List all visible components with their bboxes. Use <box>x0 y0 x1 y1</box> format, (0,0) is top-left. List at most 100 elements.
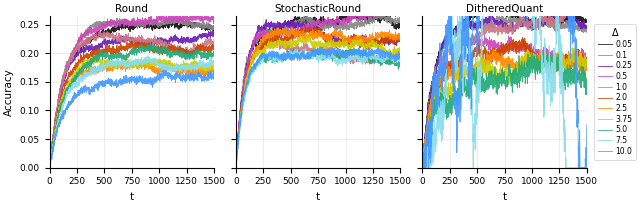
7.5 <box>419 166 426 169</box>
0.5 <box>492 47 499 49</box>
Line: 0.05: 0.05 <box>422 11 587 167</box>
Title: StochasticRound: StochasticRound <box>275 4 362 14</box>
5.0 <box>512 69 520 71</box>
1.0 <box>583 9 591 12</box>
5.0 <box>583 77 591 79</box>
0.25 <box>495 25 502 28</box>
Title: DitheredQuant: DitheredQuant <box>466 4 543 14</box>
5.0 <box>492 81 499 84</box>
7.5 <box>419 154 426 156</box>
0.1 <box>583 31 591 34</box>
0.05 <box>431 64 439 66</box>
10.0 <box>492 9 499 12</box>
Legend: 0.05, 0.1, 0.25, 0.5, 1.0, 2.0, 2.5, 3.75, 5.0, 7.5, 10.0: 0.05, 0.1, 0.25, 0.5, 1.0, 2.0, 2.5, 3.7… <box>594 24 636 159</box>
7.5 <box>512 9 520 12</box>
1.0 <box>492 27 499 30</box>
1.0 <box>438 61 445 63</box>
0.5 <box>583 59 591 62</box>
2.0 <box>419 166 426 169</box>
10.0 <box>512 9 520 12</box>
0.25 <box>419 166 426 169</box>
10.0 <box>583 123 591 126</box>
0.5 <box>419 166 426 169</box>
0.1 <box>488 26 496 29</box>
2.0 <box>431 100 439 102</box>
2.0 <box>583 62 591 64</box>
2.5 <box>431 82 439 85</box>
0.25 <box>583 26 591 29</box>
Line: 0.5: 0.5 <box>422 33 587 167</box>
2.5 <box>490 49 498 51</box>
0.5 <box>495 49 502 51</box>
Line: 10.0: 10.0 <box>422 11 587 167</box>
0.1 <box>419 166 426 168</box>
0.5 <box>473 32 481 34</box>
0.05 <box>438 46 445 48</box>
2.0 <box>419 166 426 169</box>
Line: 7.5: 7.5 <box>422 11 587 167</box>
10.0 <box>419 166 426 169</box>
0.5 <box>438 66 445 69</box>
1.0 <box>419 164 426 167</box>
X-axis label: t: t <box>130 192 134 202</box>
2.0 <box>492 55 499 57</box>
0.1 <box>495 19 502 22</box>
0.1 <box>512 19 520 22</box>
0.5 <box>431 86 439 88</box>
0.25 <box>438 42 445 45</box>
7.5 <box>492 9 500 12</box>
7.5 <box>583 166 591 169</box>
2.5 <box>512 67 520 70</box>
2.0 <box>512 41 520 43</box>
0.5 <box>512 49 520 51</box>
2.5 <box>488 56 496 59</box>
5.0 <box>495 87 502 90</box>
1.0 <box>488 30 496 33</box>
5.0 <box>431 113 439 115</box>
0.05 <box>492 9 500 12</box>
0.1 <box>431 65 439 68</box>
7.5 <box>438 130 445 132</box>
Line: 1.0: 1.0 <box>422 11 587 167</box>
Line: 0.25: 0.25 <box>422 11 587 167</box>
3.75 <box>512 74 520 76</box>
2.0 <box>438 80 445 83</box>
10.0 <box>445 9 452 12</box>
10.0 <box>488 9 496 12</box>
0.25 <box>492 23 499 25</box>
0.05 <box>488 9 496 12</box>
7.5 <box>488 9 496 12</box>
10.0 <box>431 87 439 89</box>
X-axis label: t: t <box>502 192 507 202</box>
10.0 <box>495 9 502 12</box>
Line: 3.75: 3.75 <box>422 48 587 167</box>
2.0 <box>488 56 496 59</box>
3.75 <box>492 80 499 82</box>
3.75 <box>488 75 496 77</box>
0.1 <box>438 50 445 52</box>
Y-axis label: Accuracy: Accuracy <box>4 68 14 116</box>
5.0 <box>419 166 426 169</box>
0.05 <box>512 15 520 18</box>
1.0 <box>495 28 502 31</box>
X-axis label: t: t <box>316 192 320 202</box>
0.25 <box>488 18 496 21</box>
0.1 <box>492 18 499 20</box>
0.1 <box>499 12 507 14</box>
Line: 5.0: 5.0 <box>422 52 587 167</box>
7.5 <box>456 9 464 12</box>
3.75 <box>583 63 591 66</box>
2.5 <box>492 57 500 60</box>
3.75 <box>431 100 439 103</box>
1.0 <box>512 25 520 27</box>
7.5 <box>495 9 502 12</box>
0.5 <box>488 44 496 47</box>
2.5 <box>438 81 445 83</box>
2.0 <box>495 54 502 56</box>
0.25 <box>546 9 554 12</box>
3.75 <box>495 76 502 78</box>
3.75 <box>419 166 426 169</box>
0.05 <box>419 165 426 168</box>
3.75 <box>569 47 577 49</box>
2.5 <box>583 59 591 61</box>
